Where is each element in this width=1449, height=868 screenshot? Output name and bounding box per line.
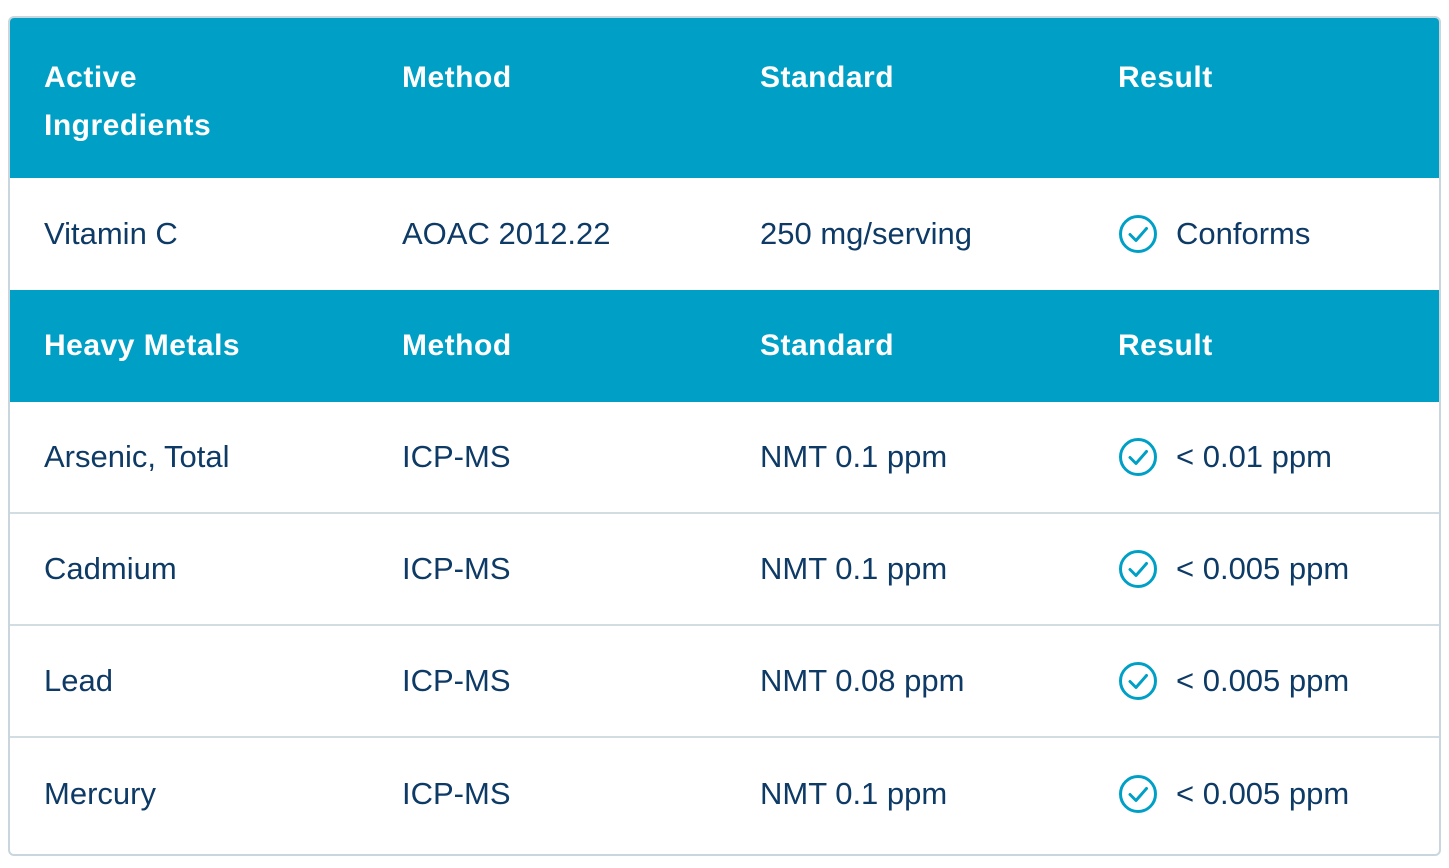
table-row: Cadmium ICP-MS NMT 0.1 ppm < 0.005 ppm [10,514,1439,626]
check-circle-icon [1119,775,1157,813]
header-active-ingredients-line2: Ingredients [44,109,212,142]
check-circle-icon [1119,550,1157,588]
metal-name: Mercury [44,776,156,811]
method-value: ICP-MS [402,776,511,811]
table-row: Vitamin C AOAC 2012.22 250 mg/serving Co… [10,178,1439,290]
test-results-table: Active Ingredients Method Standard Resul… [8,16,1441,856]
metal-name: Arsenic, Total [44,439,230,474]
result-value: < 0.005 ppm [1176,551,1350,586]
metal-name: Cadmium [44,551,177,586]
check-circle-icon [1119,662,1157,700]
standard-value: NMT 0.1 ppm [760,551,948,586]
result-value: < 0.005 ppm [1176,776,1350,811]
table-row: Lead ICP-MS NMT 0.08 ppm < 0.005 ppm [10,626,1439,738]
header-result: Result [1118,61,1213,94]
result-cell: < 0.005 ppm [1084,545,1439,593]
check-circle-icon [1119,438,1157,476]
method-value: ICP-MS [402,551,511,586]
result-value: < 0.005 ppm [1176,663,1350,698]
method-value: ICP-MS [402,439,511,474]
metal-name: Lead [44,663,113,698]
heavy-metals-header-row: Heavy Metals Method Standard Result [10,290,1439,402]
header-active-ingredients-line1: Active [44,61,138,94]
standard-value: NMT 0.1 ppm [760,439,948,474]
standard-value: NMT 0.1 ppm [760,776,948,811]
check-circle-icon [1119,215,1157,253]
header-method: Method [402,329,512,362]
standard-value: NMT 0.08 ppm [760,663,965,698]
header-result: Result [1118,329,1213,362]
header-heavy-metals: Heavy Metals [44,329,241,362]
ingredient-name: Vitamin C [44,216,178,251]
method-value: AOAC 2012.22 [402,216,611,251]
header-active-ingredients: Active Ingredients [10,54,368,150]
table-row: Mercury ICP-MS NMT 0.1 ppm < 0.005 ppm [10,738,1439,850]
table-row: Arsenic, Total ICP-MS NMT 0.1 ppm < 0.01… [10,402,1439,514]
result-value: Conforms [1176,216,1311,251]
header-standard: Standard [760,61,895,94]
method-value: ICP-MS [402,663,511,698]
result-cell: Conforms [1084,210,1439,258]
result-cell: < 0.005 ppm [1084,657,1439,705]
standard-value: 250 mg/serving [760,216,972,251]
result-value: < 0.01 ppm [1176,439,1332,474]
header-method: Method [402,61,512,94]
result-cell: < 0.005 ppm [1084,770,1439,818]
result-cell: < 0.01 ppm [1084,433,1439,481]
header-standard: Standard [760,329,895,362]
active-ingredients-header-row: Active Ingredients Method Standard Resul… [10,18,1439,178]
